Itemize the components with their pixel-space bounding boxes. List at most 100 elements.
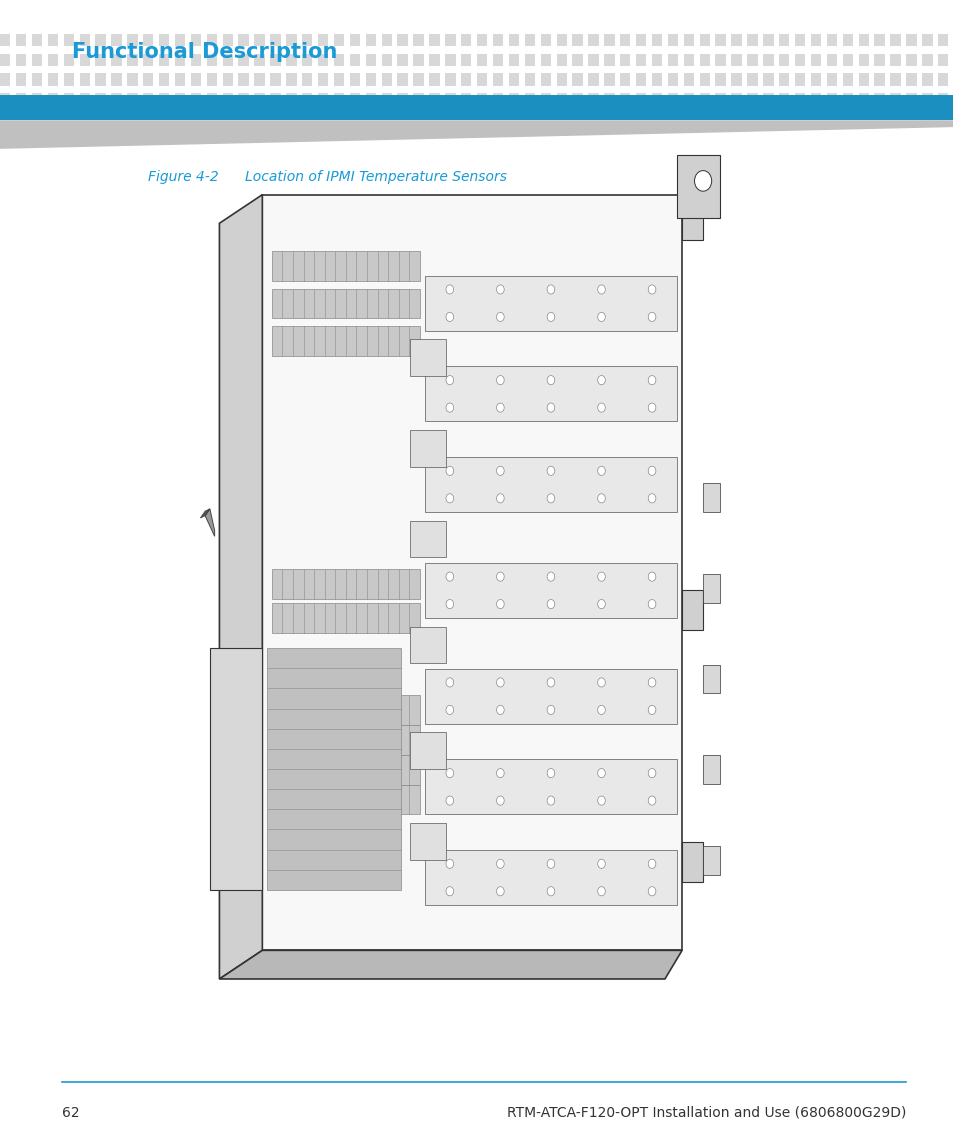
Bar (381, 73, 392, 86)
Bar (16, 93, 27, 105)
Bar (619, 93, 630, 105)
Bar (207, 54, 217, 66)
Bar (79, 54, 90, 66)
Bar (779, 54, 789, 66)
Bar (16, 34, 27, 46)
Bar (699, 93, 709, 105)
Circle shape (648, 493, 656, 503)
Bar (267, 648, 400, 890)
Bar (905, 73, 916, 86)
Circle shape (445, 768, 454, 777)
Circle shape (648, 285, 656, 294)
Bar (79, 93, 90, 105)
Bar (410, 431, 446, 467)
Bar (699, 73, 709, 86)
Bar (262, 195, 681, 950)
Bar (699, 54, 709, 66)
Bar (317, 93, 328, 105)
Bar (64, 73, 74, 86)
Bar (794, 54, 804, 66)
Bar (207, 34, 217, 46)
Bar (667, 93, 678, 105)
Circle shape (648, 376, 656, 385)
Bar (191, 93, 201, 105)
Bar (874, 93, 884, 105)
Bar (112, 34, 122, 46)
Bar (905, 54, 916, 66)
Circle shape (496, 768, 503, 777)
Bar (272, 755, 419, 784)
Bar (762, 34, 773, 46)
Bar (683, 54, 694, 66)
Bar (476, 54, 487, 66)
Bar (429, 73, 439, 86)
Bar (651, 54, 661, 66)
Bar (810, 54, 821, 66)
Circle shape (496, 403, 503, 412)
Bar (922, 34, 932, 46)
Bar (922, 93, 932, 105)
Bar (159, 54, 170, 66)
Circle shape (546, 493, 554, 503)
Circle shape (648, 768, 656, 777)
Bar (702, 665, 720, 694)
Bar (702, 483, 720, 512)
Bar (210, 648, 262, 890)
Circle shape (597, 600, 604, 609)
Bar (651, 34, 661, 46)
Bar (460, 93, 471, 105)
Bar (127, 54, 137, 66)
Bar (636, 93, 646, 105)
Circle shape (546, 572, 554, 582)
Circle shape (597, 572, 604, 582)
Bar (905, 93, 916, 105)
Polygon shape (219, 950, 681, 979)
Bar (889, 73, 900, 86)
Bar (524, 54, 535, 66)
Bar (715, 54, 725, 66)
Bar (413, 73, 423, 86)
Bar (302, 93, 313, 105)
Text: Functional Description: Functional Description (71, 41, 336, 62)
Bar (424, 759, 677, 814)
Circle shape (546, 678, 554, 687)
Polygon shape (205, 508, 214, 536)
Circle shape (496, 705, 503, 714)
Bar (127, 34, 137, 46)
Bar (207, 73, 217, 86)
Bar (410, 823, 446, 860)
Bar (779, 34, 789, 46)
Bar (350, 93, 359, 105)
Bar (524, 34, 535, 46)
Circle shape (496, 313, 503, 322)
Polygon shape (0, 120, 953, 149)
Bar (48, 93, 58, 105)
Bar (794, 73, 804, 86)
Circle shape (546, 376, 554, 385)
Bar (683, 93, 694, 105)
Circle shape (496, 886, 503, 895)
Bar (715, 34, 725, 46)
Bar (424, 366, 677, 421)
Bar (810, 73, 821, 86)
Bar (841, 93, 852, 105)
Bar (572, 34, 582, 46)
Polygon shape (219, 195, 262, 979)
Bar (410, 626, 446, 663)
Bar (159, 34, 170, 46)
Bar (460, 54, 471, 66)
Bar (858, 34, 868, 46)
Bar (588, 54, 598, 66)
Bar (334, 73, 344, 86)
Bar (381, 34, 392, 46)
Circle shape (597, 886, 604, 895)
Bar (317, 73, 328, 86)
Bar (588, 93, 598, 105)
Bar (572, 93, 582, 105)
Bar (508, 73, 518, 86)
Bar (48, 54, 58, 66)
Bar (424, 850, 677, 905)
Bar (270, 54, 280, 66)
Bar (905, 34, 916, 46)
Bar (31, 54, 42, 66)
